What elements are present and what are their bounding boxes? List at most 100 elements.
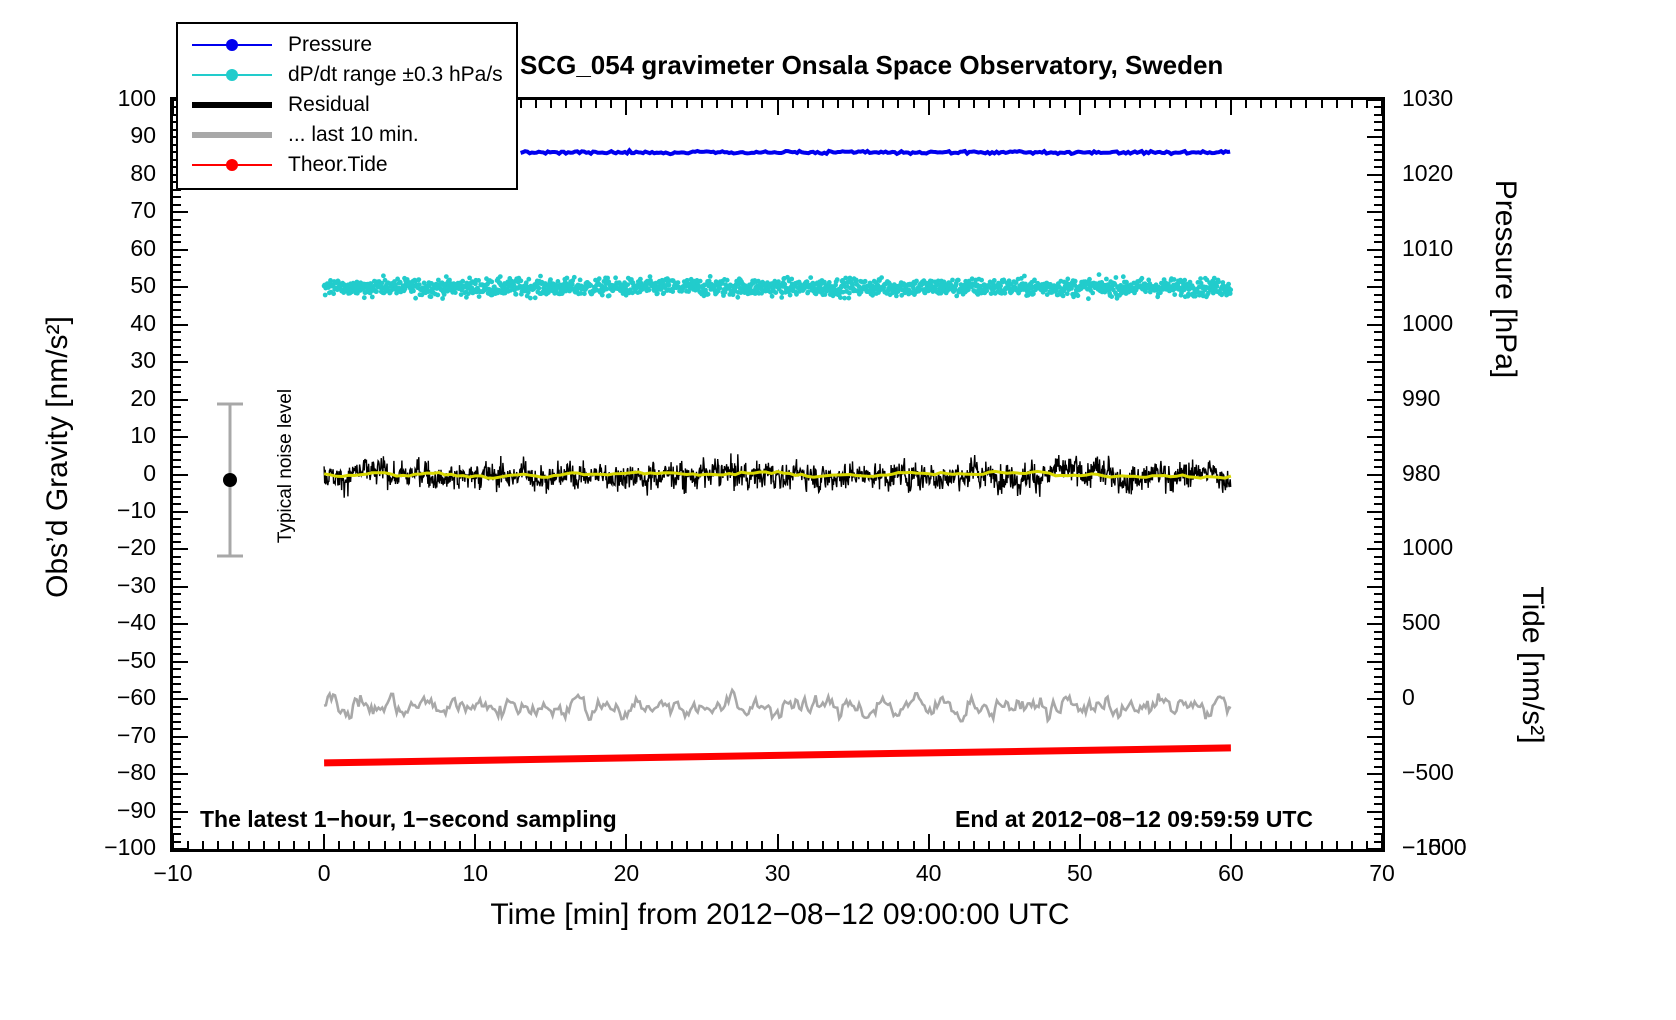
tick-mark bbox=[640, 100, 643, 108]
tick-mark bbox=[1048, 100, 1051, 108]
y-axis-pressure-title: Pressure [hPa] bbox=[1489, 179, 1522, 379]
tick-mark bbox=[519, 100, 522, 108]
tick-mark bbox=[1093, 841, 1096, 849]
annotation-sampling: The latest 1−hour, 1−second sampling bbox=[200, 806, 617, 832]
tick-mark bbox=[806, 100, 809, 108]
tick-mark bbox=[1374, 106, 1382, 109]
tick-mark bbox=[173, 248, 188, 251]
series-dpdt-scatter bbox=[321, 272, 1234, 302]
tick-mark bbox=[1374, 600, 1382, 603]
tick-mark bbox=[1003, 100, 1006, 108]
tick-mark bbox=[1367, 623, 1382, 626]
tick-mark bbox=[519, 841, 522, 849]
tick-mark bbox=[323, 834, 326, 849]
noise-level-errorbar bbox=[217, 402, 243, 558]
tick-mark bbox=[1350, 100, 1353, 108]
tick-mark bbox=[776, 100, 779, 115]
tick-mark bbox=[1244, 100, 1247, 108]
tick-mark bbox=[852, 100, 855, 108]
tick-mark bbox=[1093, 100, 1096, 108]
tick-mark bbox=[173, 203, 181, 206]
tick-mark bbox=[173, 488, 181, 491]
tick-mark bbox=[173, 645, 181, 648]
tick-mark bbox=[1381, 834, 1383, 849]
tick-mark bbox=[173, 263, 181, 266]
tick-mark bbox=[173, 833, 181, 836]
plot-series-svg bbox=[321, 147, 1234, 767]
tick-mark bbox=[1367, 548, 1382, 551]
tick-mark bbox=[173, 451, 181, 454]
tick-mark bbox=[1367, 173, 1382, 176]
tick-mark bbox=[173, 503, 181, 506]
tick-mark bbox=[1169, 841, 1172, 849]
legend-item[interactable]: Theor.Tide bbox=[188, 150, 506, 180]
tick-mark bbox=[1374, 593, 1382, 596]
tick-mark bbox=[1374, 803, 1382, 806]
tick-mark bbox=[1374, 128, 1382, 131]
tick-mark bbox=[1367, 510, 1382, 513]
tick-mark bbox=[353, 841, 356, 849]
legend-item[interactable]: dP/dt range ±0.3 hPa/s bbox=[188, 60, 506, 90]
tick-mark bbox=[383, 841, 386, 849]
tick-mark bbox=[277, 841, 280, 849]
legend-item[interactable]: Pressure bbox=[188, 30, 506, 60]
tick-mark bbox=[173, 750, 181, 753]
tick-mark bbox=[1374, 226, 1382, 229]
tick-mark bbox=[173, 338, 181, 341]
tick-mark bbox=[1374, 555, 1382, 558]
x-tick-label: 0 bbox=[317, 860, 331, 886]
legend-item[interactable]: ... last 10 min. bbox=[188, 120, 506, 150]
tick-mark bbox=[1374, 113, 1382, 116]
y-tick-label: 20 bbox=[130, 384, 156, 411]
tick-mark bbox=[731, 100, 734, 108]
tick-mark bbox=[1367, 136, 1382, 139]
tick-mark bbox=[957, 100, 960, 108]
tick-mark bbox=[1335, 100, 1338, 108]
tick-mark bbox=[173, 540, 181, 543]
tick-mark bbox=[1374, 203, 1382, 206]
tick-mark bbox=[1365, 100, 1368, 108]
tick-mark bbox=[1374, 750, 1382, 753]
legend-swatch-icon bbox=[188, 126, 276, 144]
tick-mark bbox=[173, 795, 181, 798]
tick-mark bbox=[173, 218, 181, 221]
tick-mark bbox=[927, 834, 930, 849]
tick-mark bbox=[852, 841, 855, 849]
tick-mark bbox=[173, 443, 181, 446]
tick-mark bbox=[1305, 841, 1308, 849]
tick-mark bbox=[655, 841, 658, 849]
tick-mark bbox=[1374, 765, 1382, 768]
tick-mark bbox=[1374, 331, 1382, 334]
tide-tick-label: 1000 bbox=[1402, 534, 1454, 561]
tick-mark bbox=[1367, 698, 1382, 701]
legend-item-label: ... last 10 min. bbox=[288, 123, 419, 146]
tick-mark bbox=[173, 840, 181, 843]
y-tick-label: −50 bbox=[116, 646, 156, 673]
legend-item[interactable]: Residual bbox=[188, 90, 506, 120]
pressure-tick-label: 990 bbox=[1402, 384, 1441, 411]
tick-mark bbox=[534, 841, 537, 849]
tick-mark bbox=[700, 100, 703, 108]
tick-mark bbox=[867, 100, 870, 108]
tick-mark bbox=[338, 841, 341, 849]
tick-mark bbox=[173, 398, 188, 401]
tick-mark bbox=[972, 841, 975, 849]
tick-mark bbox=[173, 353, 181, 356]
tick-mark bbox=[173, 495, 181, 498]
tick-mark bbox=[1374, 451, 1382, 454]
tide-tick-label: −1000 bbox=[1402, 834, 1467, 860]
tick-mark bbox=[1018, 100, 1021, 108]
y-tick-label: −70 bbox=[116, 721, 156, 748]
legend-item-label: Pressure bbox=[288, 33, 373, 56]
tick-mark bbox=[761, 841, 764, 849]
tick-mark bbox=[1374, 675, 1382, 678]
tick-mark bbox=[1374, 158, 1382, 161]
tick-mark bbox=[1374, 743, 1382, 746]
tick-mark bbox=[173, 548, 188, 551]
legend-item-label: Residual bbox=[288, 93, 370, 116]
tick-mark bbox=[187, 841, 190, 849]
y-tick-label: −100 bbox=[104, 834, 156, 860]
tick-mark bbox=[1184, 841, 1187, 849]
tick-mark bbox=[173, 698, 188, 701]
